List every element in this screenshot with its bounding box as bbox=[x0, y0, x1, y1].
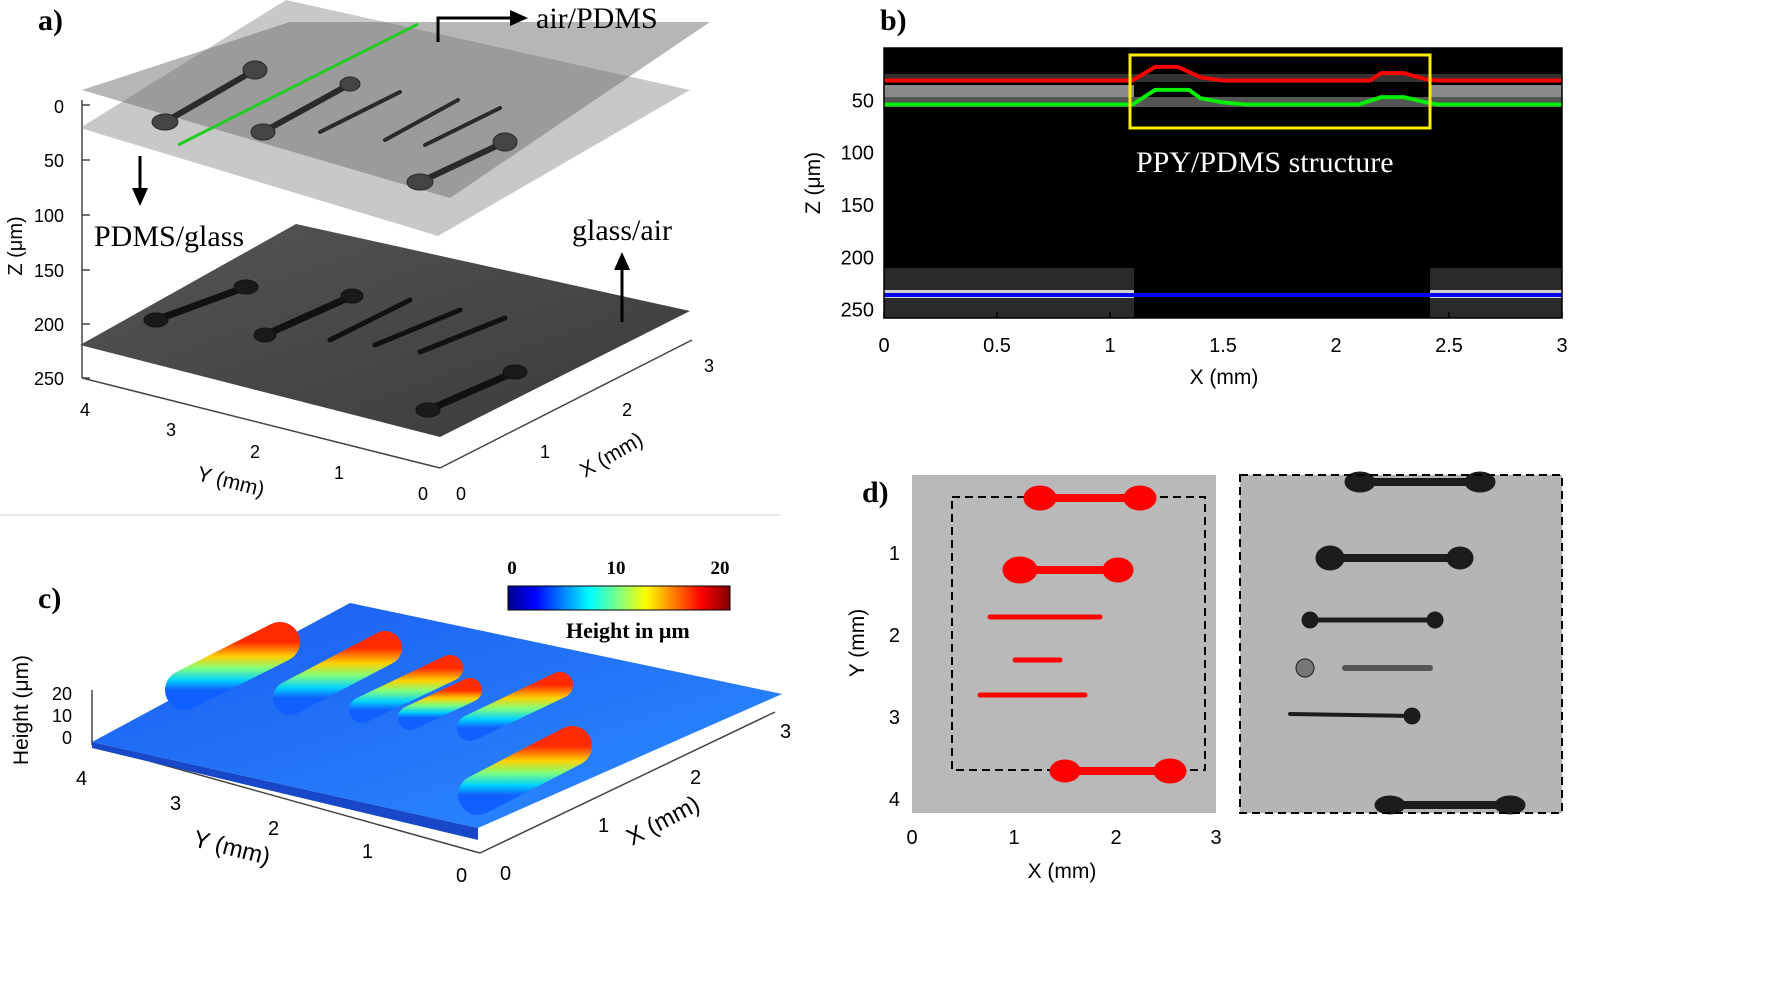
b-x-tick: 0 bbox=[878, 335, 889, 357]
panel-b: b) PPY/PDMS structure 0 0.5 1 1.5 2 2.5 3 50 10… bbox=[802, 4, 1568, 389]
b-x-tick: 1 bbox=[1104, 335, 1115, 357]
d-left-image bbox=[912, 475, 1216, 813]
panel-b-label: b) bbox=[880, 4, 907, 37]
panel-c-label: c) bbox=[38, 582, 61, 615]
panel-a: a) 0 50 100 150 200 250 Z (μm) 4 3 2 1 0… bbox=[5, 0, 714, 504]
d-y-tick: 2 bbox=[889, 625, 900, 647]
b-series-line-1 bbox=[884, 87, 1562, 107]
b-y-tick: 250 bbox=[841, 300, 874, 322]
c-y-tick: 1 bbox=[362, 841, 373, 863]
a-y-label: Y (mm) bbox=[195, 463, 267, 502]
a-y-tick: 2 bbox=[250, 442, 260, 462]
a-y-tick: 1 bbox=[334, 463, 344, 483]
d-red-channels bbox=[977, 485, 1187, 784]
d-right-channels bbox=[1288, 471, 1526, 815]
c-z-tick: 20 bbox=[52, 684, 72, 704]
panel-c: c) 20 10 0 Height (μm) 4 3 2 1 0 Y (mm) … bbox=[10, 558, 791, 887]
d-x-label: X (mm) bbox=[1028, 860, 1097, 883]
c-cbar-gradient bbox=[507, 585, 731, 611]
b-x-tick: 1.5 bbox=[1209, 335, 1237, 357]
c-x-tick: 1 bbox=[598, 815, 609, 837]
b-series-line-0 bbox=[884, 64, 1562, 83]
d-x-tick: 3 bbox=[1210, 827, 1221, 849]
a-x-tick: 0 bbox=[456, 484, 466, 504]
c-colorbar: 0 10 20 Height in μm bbox=[507, 558, 731, 643]
a-x-tick: 1 bbox=[540, 442, 550, 462]
c-cbar-tick: 20 bbox=[711, 558, 730, 579]
c-y-tick: 0 bbox=[456, 865, 467, 887]
c-cbar-title: Height in μm bbox=[566, 618, 690, 643]
panel-d: d) 0 1 2 3 X (mm) 1 2 3 4 Y (mm) bbox=[846, 471, 1563, 883]
b-y-tick: 100 bbox=[841, 143, 874, 165]
a-z-tick: 50 bbox=[44, 151, 64, 171]
c-y-label: Y (mm) bbox=[191, 826, 273, 871]
annotation-air-pdms: air/PDMS bbox=[536, 2, 658, 35]
c-x-tick: 2 bbox=[690, 767, 701, 789]
a-y-tick: 4 bbox=[80, 400, 90, 420]
a-arrows bbox=[138, 16, 624, 322]
glass-channels bbox=[143, 279, 528, 418]
a-x-label: X (mm) bbox=[576, 428, 647, 482]
a-x-tick: 2 bbox=[622, 400, 632, 420]
b-y-label: Z (μm) bbox=[802, 152, 825, 214]
a-x-tick: 3 bbox=[704, 356, 714, 376]
a-z-tick: 150 bbox=[34, 261, 64, 281]
d-y-tick: 3 bbox=[889, 707, 900, 729]
annotation-pdms-glass: PDMS/glass bbox=[94, 220, 244, 253]
d-y-tick: 4 bbox=[889, 789, 900, 811]
b-x-label: X (mm) bbox=[1190, 366, 1259, 389]
b-x-tick: 3 bbox=[1556, 335, 1567, 357]
air-pdms-plane bbox=[82, 22, 710, 198]
panel-a-z-ticks bbox=[82, 104, 90, 379]
a-z-tick: 200 bbox=[34, 315, 64, 335]
c-bumps bbox=[165, 622, 592, 815]
c-x-tick: 3 bbox=[780, 721, 791, 743]
c-z-label: Height (μm) bbox=[10, 655, 33, 765]
b-y-tick: 150 bbox=[841, 195, 874, 217]
b-y-ticks: 50 100 150 200 250 bbox=[841, 90, 874, 321]
d-x-tick: 2 bbox=[1110, 827, 1121, 849]
annotation-glass-air: glass/air bbox=[572, 214, 672, 247]
pdms-structures bbox=[151, 60, 518, 191]
a-z-tick: 0 bbox=[54, 97, 64, 117]
b-interface-lines bbox=[884, 64, 1562, 297]
panel-a-axes bbox=[81, 100, 693, 469]
c-z-tick: 10 bbox=[52, 706, 72, 726]
b-y-tick: 200 bbox=[841, 247, 874, 269]
c-surface-edge bbox=[92, 742, 478, 840]
c-y-tick: 4 bbox=[76, 768, 87, 790]
b-x-ticks: 0 0.5 1 1.5 2 2.5 3 bbox=[878, 312, 1568, 357]
panel-a-label: a) bbox=[38, 4, 63, 37]
c-cbar-tick: 0 bbox=[507, 558, 517, 579]
d-right-image bbox=[1240, 475, 1562, 813]
d-y-tick: 1 bbox=[889, 543, 900, 565]
b-annotation: PPY/PDMS structure bbox=[1136, 146, 1394, 179]
b-x-tick: 0.5 bbox=[983, 335, 1011, 357]
d-y-label: Y (mm) bbox=[846, 609, 869, 677]
d-x-tick: 1 bbox=[1008, 827, 1019, 849]
glass-plane bbox=[80, 224, 690, 437]
d-x-tick: 0 bbox=[906, 827, 917, 849]
c-z-tick: 0 bbox=[62, 728, 72, 748]
panel-d-label: d) bbox=[862, 476, 889, 509]
a-section-line bbox=[177, 22, 419, 147]
d-right-frame bbox=[1239, 474, 1563, 814]
c-y-tick: 2 bbox=[268, 818, 279, 840]
b-highlight-box bbox=[1128, 53, 1432, 130]
c-x-tick: 0 bbox=[500, 863, 511, 885]
a-z-tick: 250 bbox=[34, 369, 64, 389]
c-y-tick: 3 bbox=[170, 793, 181, 815]
b-x-tick: 2.5 bbox=[1435, 335, 1463, 357]
a-z-tick: 100 bbox=[34, 206, 64, 226]
a-y-tick: 0 bbox=[418, 484, 428, 504]
b-y-tick: 50 bbox=[852, 90, 874, 112]
a-y-tick: 3 bbox=[166, 420, 176, 440]
a-arrowheads bbox=[132, 10, 630, 270]
c-x-label: X (mm) bbox=[622, 791, 704, 852]
c-cbar-tick: 10 bbox=[607, 558, 626, 579]
a-z-label: Z (μm) bbox=[5, 216, 27, 275]
b-x-tick: 2 bbox=[1330, 335, 1341, 357]
